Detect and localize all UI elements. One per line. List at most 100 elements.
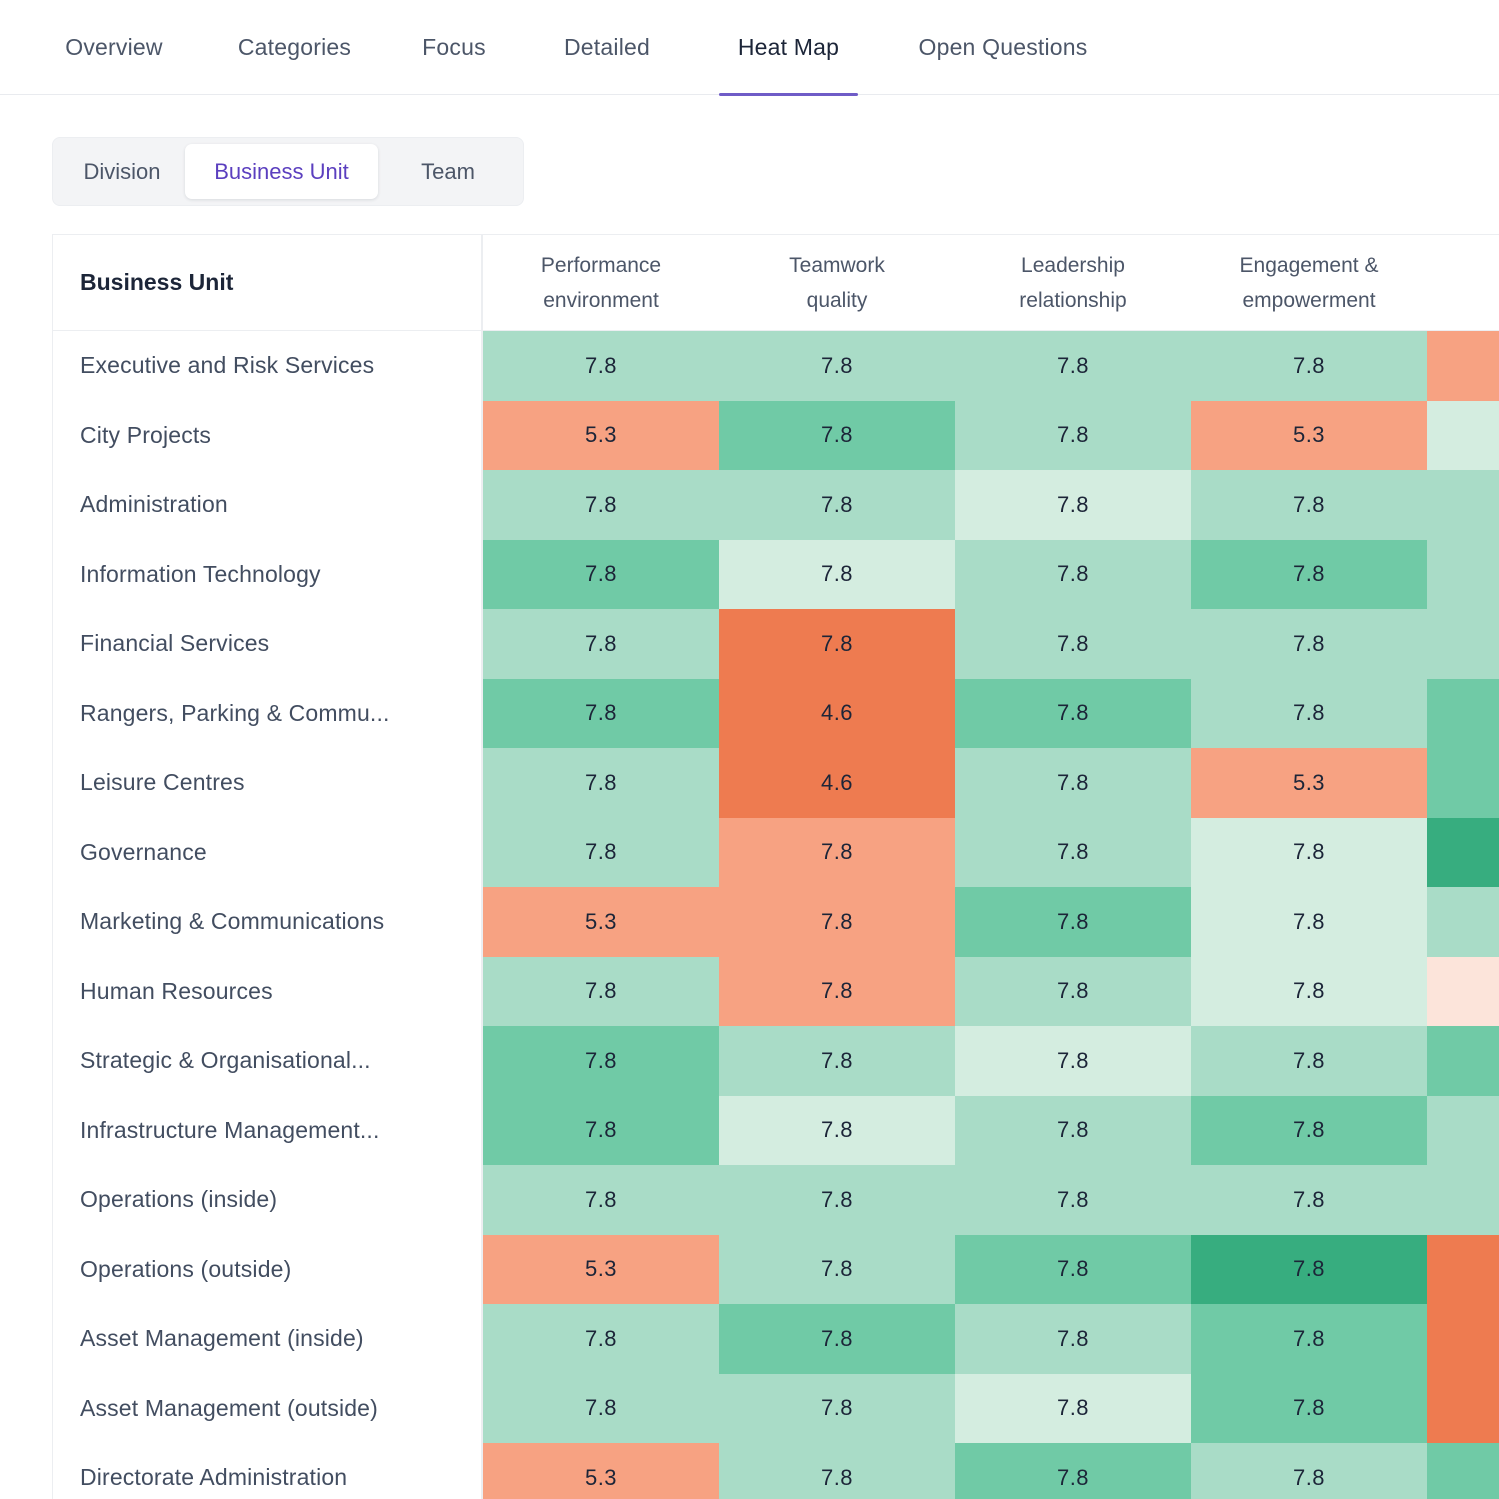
heatmap-cell[interactable]: 7.8 [1191,539,1427,609]
column-header[interactable]: Leadership relationship [955,235,1191,331]
heatmap-cell[interactable]: 7.8 [955,678,1191,748]
heatmap-cell[interactable]: 7.8 [483,817,719,887]
heatmap-cell[interactable]: 7.8 [955,748,1191,818]
column-header[interactable]: Engagement & empowerment [1191,235,1427,331]
heatmap-cell[interactable]: 7.8 [483,539,719,609]
heatmap-cell[interactable]: 7.8 [955,817,1191,887]
heatmap-cell[interactable]: 7.8 [1191,1234,1427,1304]
tab-focus[interactable]: Focus [422,34,486,60]
heatmap-cell[interactable]: 5.3 [1191,400,1427,470]
heatmap-cell[interactable]: 7.8 [719,1165,955,1235]
segment-business-unit[interactable]: Business Unit [185,144,378,199]
heatmap-cell[interactable]: 7.8 [719,956,955,1026]
heatmap-cell[interactable]: 7.8 [719,400,955,470]
row-label: Governance [80,838,207,865]
heatmap-cell[interactable]: 7.8 [955,1026,1191,1096]
heatmap-cell[interactable]: 7.8 [719,1234,955,1304]
heatmap-cell[interactable]: 7.8 [719,470,955,540]
tab-overview[interactable]: Overview [65,34,163,60]
heatmap-cell[interactable]: 7.8 [1191,1165,1427,1235]
heatmap-cell[interactable]: 7.8 [1191,470,1427,540]
heatmap-cell[interactable] [1427,1165,1499,1235]
heatmap-cell[interactable] [1427,1026,1499,1096]
heatmap-cell[interactable]: 5.3 [483,400,719,470]
heatmap-cell[interactable]: 7.8 [955,470,1191,540]
tab-detailed[interactable]: Detailed [564,34,650,60]
heatmap-cell[interactable] [1427,956,1499,1026]
heatmap-cell[interactable]: 7.8 [1191,1443,1427,1499]
tab-categories[interactable]: Categories [237,34,352,60]
heatmap-cell[interactable]: 7.8 [955,1095,1191,1165]
heatmap-cell[interactable]: 7.8 [955,400,1191,470]
heatmap-cell[interactable]: 4.6 [719,678,955,748]
heatmap-cell[interactable]: 7.8 [483,1165,719,1235]
heatmap-cell[interactable]: 5.3 [483,887,719,957]
heatmap-cell[interactable]: 7.8 [719,609,955,679]
heatmap-cell[interactable]: 7.8 [955,956,1191,1026]
heatmap-cell[interactable] [1427,678,1499,748]
heatmap-cell[interactable]: 7.8 [1191,887,1427,957]
heatmap-cell[interactable] [1427,470,1499,540]
heatmap-cell[interactable] [1427,609,1499,679]
heatmap-cell[interactable]: 7.8 [1191,331,1427,401]
column-header[interactable]: Teamwork quality [719,235,955,331]
heatmap-cell[interactable]: 7.8 [719,1095,955,1165]
heatmap-cell[interactable]: 7.8 [719,817,955,887]
heatmap-cell[interactable]: 7.8 [1191,1373,1427,1443]
heatmap-cell[interactable] [1427,1304,1499,1374]
heatmap-cell[interactable]: 7.8 [719,1443,955,1499]
heatmap-cell[interactable]: 7.8 [483,956,719,1026]
heatmap-cell[interactable] [1427,1234,1499,1304]
heatmap-cell[interactable]: 7.8 [1191,1026,1427,1096]
heatmap-cell[interactable]: 7.8 [955,1304,1191,1374]
heatmap-cell[interactable] [1427,539,1499,609]
heatmap-cell[interactable]: 7.8 [1191,956,1427,1026]
heatmap-cell[interactable]: 7.8 [483,678,719,748]
tab-open-questions[interactable]: Open Questions [918,34,1088,60]
heatmap-cell[interactable]: 7.8 [483,1095,719,1165]
column-header[interactable]: Leimp [1427,235,1499,331]
heatmap-cell[interactable]: 7.8 [955,609,1191,679]
heatmap-cell[interactable]: 7.8 [483,609,719,679]
heatmap-cell[interactable]: 7.8 [1191,1095,1427,1165]
heatmap-cell[interactable]: 7.8 [483,748,719,818]
heatmap-cell[interactable]: 5.3 [483,1234,719,1304]
heatmap-cell[interactable]: 7.8 [719,539,955,609]
heatmap-cell[interactable] [1427,887,1499,957]
heatmap-cell[interactable]: 7.8 [483,470,719,540]
heatmap-cell[interactable]: 7.8 [1191,1304,1427,1374]
heatmap-cell[interactable] [1427,1095,1499,1165]
segment-team[interactable]: Team [421,158,475,184]
column-header[interactable]: Performance environment [483,235,719,331]
heatmap-cell[interactable]: 7.8 [483,1373,719,1443]
heatmap-cell[interactable] [1427,1373,1499,1443]
heatmap-cell[interactable]: 7.8 [719,887,955,957]
heatmap-cell[interactable]: 7.8 [955,539,1191,609]
heatmap-cell[interactable]: 7.8 [955,331,1191,401]
heatmap-cell[interactable]: 7.8 [483,1026,719,1096]
heatmap-cell[interactable]: 7.8 [719,331,955,401]
heatmap-cell[interactable]: 4.6 [719,748,955,818]
heatmap-cell[interactable]: 7.8 [483,331,719,401]
heatmap-cell[interactable]: 7.8 [1191,609,1427,679]
tab-heat-map[interactable]: Heat Map [719,0,858,96]
heatmap-cell[interactable] [1427,1443,1499,1499]
heatmap-cell[interactable]: 7.8 [955,1234,1191,1304]
heatmap-cell[interactable]: 7.8 [955,1165,1191,1235]
segment-division[interactable]: Division [83,158,161,184]
heatmap-cell[interactable]: 5.3 [483,1443,719,1499]
heatmap-cell[interactable] [1427,331,1499,401]
heatmap-cell[interactable] [1427,400,1499,470]
heatmap-cell[interactable]: 7.8 [955,1373,1191,1443]
heatmap-cell[interactable]: 7.8 [955,1443,1191,1499]
heatmap-cell[interactable]: 7.8 [483,1304,719,1374]
heatmap-cell[interactable] [1427,748,1499,818]
heatmap-cell[interactable]: 7.8 [719,1304,955,1374]
heatmap-cell[interactable]: 7.8 [719,1373,955,1443]
heatmap-cell[interactable]: 7.8 [1191,678,1427,748]
heatmap-cell[interactable]: 7.8 [719,1026,955,1096]
heatmap-cell[interactable]: 7.8 [1191,817,1427,887]
heatmap-cell[interactable] [1427,817,1499,887]
heatmap-cell[interactable]: 7.8 [955,887,1191,957]
heatmap-cell[interactable]: 5.3 [1191,748,1427,818]
